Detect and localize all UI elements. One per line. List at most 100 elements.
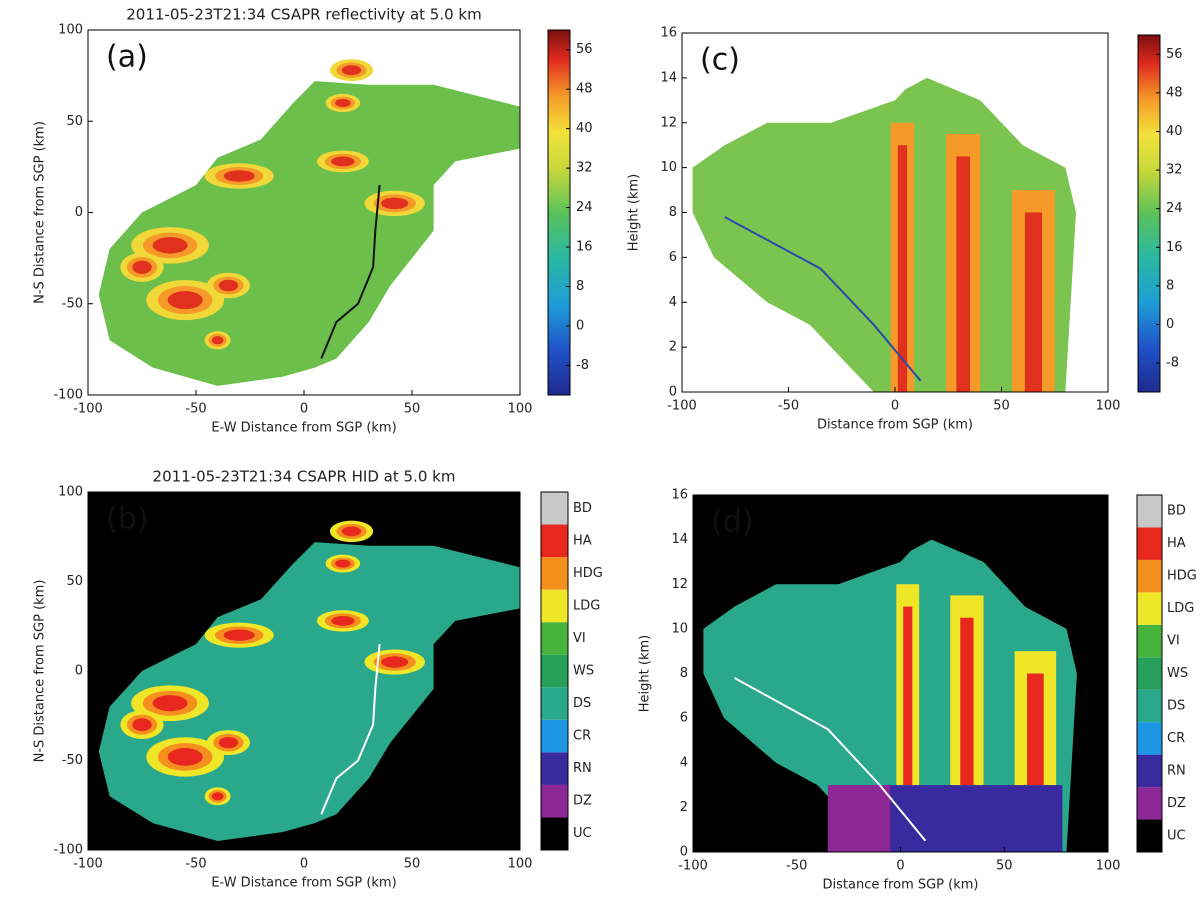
echo-core <box>341 65 362 76</box>
imagery <box>88 492 520 850</box>
panel-label: (d) <box>711 505 753 540</box>
echo-core <box>381 656 409 668</box>
panel-label: (a) <box>106 40 148 75</box>
y-axis-label: N-S Distance from SGP (km) <box>33 580 48 763</box>
colorbar-class-label: CR <box>573 729 591 744</box>
x-tick-label: 0 <box>300 857 308 872</box>
colorbar-tick-label: 40 <box>576 121 593 136</box>
colorbar-class-label: BD <box>573 501 592 516</box>
colorbar-swatch <box>1137 592 1162 625</box>
echo-core <box>331 616 355 626</box>
panel-label: (c) <box>700 43 740 78</box>
colorbar-tick-label: 24 <box>576 200 593 215</box>
echo-core <box>341 526 362 537</box>
y-tick-label: 0 <box>680 845 688 860</box>
x-tick-label: -100 <box>678 859 708 874</box>
x-axis-label: E-W Distance from SGP (km) <box>211 421 396 436</box>
colorbar-class-label: UC <box>573 826 592 841</box>
y-tick-label: -50 <box>62 296 83 311</box>
colorbar-tick-label: 0 <box>1166 317 1174 332</box>
track <box>320 644 381 815</box>
x-tick-label: -100 <box>667 399 697 414</box>
colorbar-tick-label: 56 <box>1166 47 1183 62</box>
y-tick-label: -100 <box>53 843 83 858</box>
colorbar-class-label: DS <box>573 696 591 711</box>
colorbar-swatch <box>1137 787 1162 820</box>
colorbar-tick-label: 48 <box>1166 85 1183 100</box>
colorbar-swatch <box>1137 754 1162 788</box>
y-tick-label: 4 <box>680 755 688 770</box>
y-tick-label: -50 <box>62 753 83 768</box>
colorbar-class-label: RN <box>1167 763 1186 778</box>
colorbar-tick-label: 8 <box>576 279 584 294</box>
echo-core <box>331 156 355 167</box>
colorbar-swatch <box>1137 559 1162 593</box>
colorbar-swatch <box>541 524 568 558</box>
drizzle-layer <box>827 785 891 852</box>
x-tick-label: -100 <box>73 402 103 417</box>
colorbar-class-label: CR <box>1167 731 1185 746</box>
colorbar-class-label: LDG <box>573 598 600 613</box>
echo-core <box>211 792 224 801</box>
colorbar-swatch <box>541 687 568 720</box>
imagery <box>693 495 1108 852</box>
y-tick-label: 2 <box>669 340 677 355</box>
echo-core <box>218 736 239 749</box>
colorbar-class-label: BD <box>1167 504 1186 519</box>
colorbar-tick-label: 24 <box>1166 201 1183 216</box>
colorbar-swatch <box>541 492 568 525</box>
echo-core <box>335 559 351 568</box>
echo-band-core <box>956 156 970 392</box>
colorbar-swatch <box>541 589 568 623</box>
panel: -100 -50 0 50 100 0 2 4 6 8 10 12 14 16 (d) Distance fr… <box>638 488 1197 893</box>
x-tick-label: -50 <box>778 399 799 414</box>
colorbar-swatch <box>1137 495 1162 528</box>
colorbar-swatch <box>1137 527 1162 560</box>
echo-band-core <box>1027 673 1044 786</box>
echo-band-core <box>960 617 974 786</box>
colorbar-swatch <box>1137 624 1162 658</box>
colorbar-class-label: DZ <box>1167 796 1186 811</box>
echo-band-core <box>897 145 908 392</box>
x-tick-label: 100 <box>508 857 533 872</box>
x-axis-label: E-W Distance from SGP (km) <box>211 876 396 891</box>
echo-core <box>132 260 152 274</box>
y-axis-label: Height (km) <box>627 174 642 251</box>
y-tick-label: 100 <box>58 485 83 500</box>
echo-region <box>703 539 1077 852</box>
colorbar-class-label: HA <box>573 533 592 548</box>
echo-core <box>152 695 188 712</box>
panel: -100 -50 0 50 100 -100 -50 0 50 100 2011-05-23T21:… <box>33 6 593 436</box>
y-tick-label: 0 <box>75 664 83 679</box>
y-tick-label: 14 <box>660 70 677 85</box>
echo-core <box>132 718 152 732</box>
echo-core <box>335 98 351 108</box>
echo-core <box>218 279 239 292</box>
y-tick-label: -100 <box>53 388 83 403</box>
colorbar-class-label: VI <box>573 631 586 646</box>
x-axis-label: Distance from SGP (km) <box>817 418 973 433</box>
echo-core <box>152 237 188 254</box>
y-tick-label: 4 <box>669 295 677 310</box>
x-axis-label: Distance from SGP (km) <box>823 878 979 893</box>
x-tick-label: 0 <box>300 402 308 417</box>
x-tick-label: -100 <box>73 857 103 872</box>
y-tick-label: 0 <box>75 205 83 220</box>
colorbar-tick-label: 32 <box>576 161 593 176</box>
imagery <box>88 30 520 395</box>
colorbar-tick-label: 0 <box>576 318 584 333</box>
echo-core <box>167 291 203 310</box>
y-tick-label: 8 <box>669 205 677 220</box>
panel-label: (b) <box>106 502 148 537</box>
x-tick-label: -50 <box>786 859 807 874</box>
chart-title: 2011-05-23T21:34 CSAPR reflectivity at 5… <box>126 6 481 24</box>
colorbar-class-label: UC <box>1167 828 1186 843</box>
y-tick-label: 10 <box>671 621 688 636</box>
colorbar-frame <box>1136 494 1163 853</box>
colorbar-class-label: WS <box>1167 666 1188 681</box>
colorbar-swatch <box>1137 819 1162 852</box>
x-tick-label: 100 <box>1096 859 1121 874</box>
colorbar-class-label: HA <box>1167 536 1186 551</box>
y-tick-label: 12 <box>671 577 688 592</box>
